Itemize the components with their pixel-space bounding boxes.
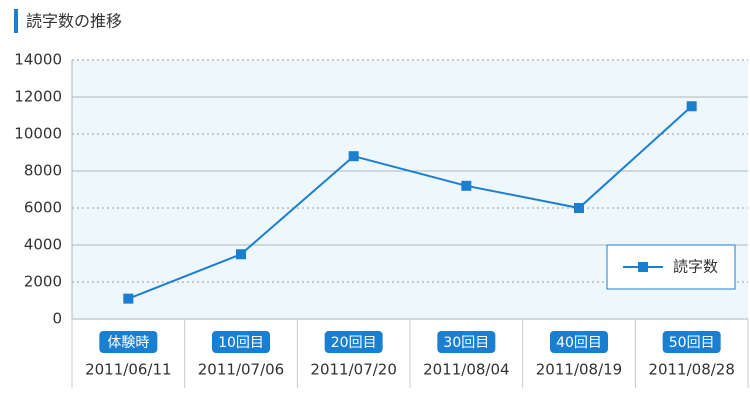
title-marker — [14, 9, 18, 33]
series-line — [127, 105, 693, 300]
category-badge — [550, 331, 608, 353]
y-tick-label: 14000 — [14, 51, 62, 69]
y-tick-label: 0 — [52, 310, 62, 328]
category-badge — [437, 331, 496, 353]
x-date-label: 2011/07/20 — [310, 361, 396, 379]
y-tick-label: 12000 — [14, 88, 62, 106]
point-marker — [348, 151, 359, 162]
x-tick-label: 50回目 — [669, 335, 715, 351]
x-date-label: 2011/06/11 — [85, 361, 171, 379]
category-badge — [212, 331, 270, 353]
category-badge — [324, 331, 383, 353]
x-date-label: 2011/08/19 — [536, 361, 622, 379]
point-marker — [123, 293, 134, 304]
y-tick-label: 4000 — [24, 236, 62, 254]
point-marker — [574, 203, 584, 213]
x-tick-label: 体験時 — [107, 335, 149, 351]
point-marker — [236, 249, 246, 260]
x-date-label: 2011/07/06 — [198, 361, 284, 379]
y-tick-label: 2000 — [24, 273, 62, 291]
category-badge — [99, 331, 158, 353]
chart-title: 読字数の推移 — [26, 12, 122, 31]
x-tick-label: 20回目 — [331, 335, 377, 351]
x-tick-label: 40回目 — [556, 335, 602, 351]
y-tick-label: 10000 — [14, 125, 62, 143]
x-tick-label: 10回目 — [218, 335, 264, 351]
point-marker — [686, 101, 697, 112]
category-badge — [662, 331, 721, 353]
point-marker — [461, 180, 472, 191]
y-tick-label: 6000 — [24, 199, 62, 217]
x-date-label: 2011/08/04 — [423, 361, 509, 379]
x-tick-label: 30回目 — [443, 335, 489, 351]
y-tick-label: 8000 — [24, 162, 62, 180]
legend-marker — [638, 262, 648, 272]
x-date-label: 2011/08/28 — [648, 361, 734, 379]
legend-label: 読字数 — [673, 258, 718, 276]
